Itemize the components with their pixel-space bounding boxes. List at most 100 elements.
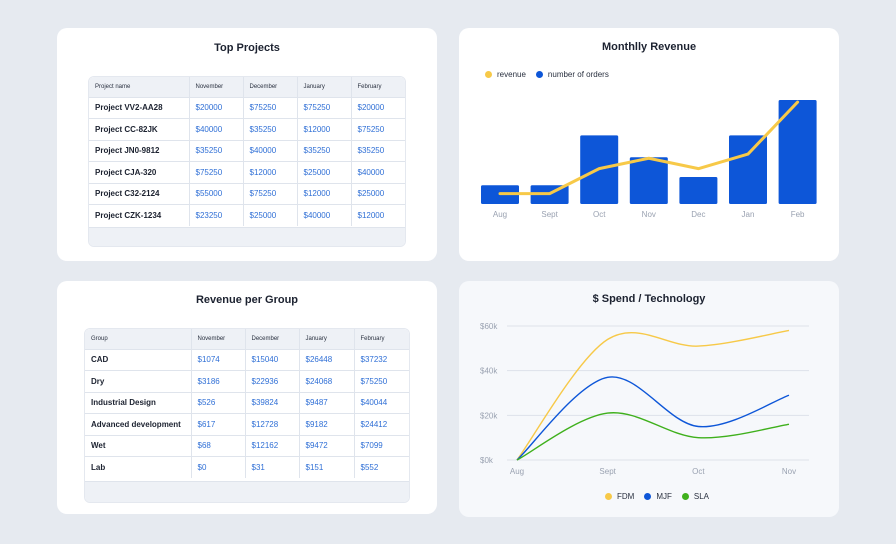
revenue-per-group-card: Revenue per Group Group November Decembe… — [57, 281, 437, 514]
legend-dot-icon — [535, 71, 543, 78]
value-cell: $25000 — [351, 182, 405, 205]
value-cell: $75250 — [354, 370, 409, 392]
value-cell: $75250 — [243, 182, 298, 205]
column-header: February — [351, 77, 405, 97]
value-cell: $25000 — [243, 204, 298, 226]
value-cell: $22936 — [245, 370, 300, 392]
value-cell: $75250 — [351, 118, 405, 140]
value-cell: $35250 — [351, 139, 405, 162]
table-row[interactable]: Project CC-82JK $40000 $35250 $12000 $75… — [89, 118, 405, 140]
value-cell: $23250 — [189, 204, 244, 226]
value-cell: $35250 — [189, 139, 244, 162]
legend-dot-icon — [605, 493, 612, 500]
value-cell: $12162 — [245, 434, 300, 457]
x-tick-label: Nov — [642, 210, 656, 219]
legend-dot-icon — [485, 71, 492, 78]
legend-item-fdm[interactable]: FDM — [605, 492, 634, 501]
table-row[interactable]: Industrial Design $526 $39824 $9487 $400… — [85, 391, 409, 414]
top-projects-table-wrap: Project name November December January F… — [88, 76, 406, 247]
table-footer — [89, 227, 405, 246]
value-cell: $552 — [354, 456, 409, 478]
legend-label: FDM — [617, 492, 635, 501]
bar-feb[interactable] — [778, 100, 817, 204]
group-name-cell: Dry — [85, 370, 192, 392]
value-cell: $20000 — [189, 96, 244, 119]
table-row[interactable]: Project CJA-320 $75250 $12000 $25000 $40… — [89, 161, 405, 183]
project-name-cell: Project C32-2124 — [89, 182, 190, 205]
value-cell: $75250 — [243, 96, 298, 119]
value-cell: $15040 — [245, 348, 300, 371]
bar-nov[interactable] — [629, 157, 668, 204]
value-cell: $24068 — [299, 370, 355, 392]
x-tick-label: Oct — [593, 210, 606, 219]
value-cell: $40000 — [243, 139, 298, 162]
table-row[interactable]: Advanced development $617 $12728 $9182 $… — [85, 413, 409, 435]
column-header: December — [245, 329, 300, 349]
project-name-cell: Project VV2-AA28 — [89, 96, 190, 119]
value-cell: $526 — [191, 391, 246, 414]
value-cell: $35250 — [297, 139, 352, 162]
value-cell: $75250 — [189, 161, 244, 183]
bar-jan[interactable] — [729, 135, 767, 204]
x-tick-label: Aug — [510, 467, 524, 476]
value-cell: $1074 — [191, 348, 246, 371]
x-tick-label: Dec — [691, 210, 705, 219]
revenue-group-table-wrap: Group November December January February… — [84, 328, 410, 503]
value-cell: $55000 — [189, 182, 244, 205]
project-name-cell: Project CJA-320 — [89, 161, 190, 183]
table-row[interactable]: Project C32-2124 $55000 $75250 $12000 $2… — [89, 182, 405, 205]
column-header: January — [299, 329, 355, 349]
series-line-fdm — [516, 329, 790, 461]
spend-technology-chart: $0k $20k $40k $60k Aug Sept Oct Nov — [480, 322, 809, 476]
table-row[interactable]: Project CZK-1234 $23250 $25000 $40000 $1… — [89, 204, 405, 226]
legend-item-mjf[interactable]: MJF — [644, 492, 672, 501]
value-cell: $68 — [191, 434, 246, 457]
spend-technology-title: $ Spend / Technology — [592, 293, 706, 305]
group-name-cell: CAD — [85, 348, 192, 371]
x-tick-label: Aug — [493, 210, 507, 219]
y-tick-label: $40k — [480, 367, 498, 376]
legend-item-sla[interactable]: SLA — [681, 492, 710, 501]
top-projects-table: Project name November December January F… — [89, 77, 405, 226]
column-header: January — [297, 77, 352, 97]
value-cell: $12000 — [297, 182, 352, 205]
spend-technology-card: $ Spend / Technology $0k $20k $40k $60k Aug S… — [459, 281, 839, 517]
column-header: November — [191, 329, 246, 349]
monthly-revenue-chart: Aug Sept Oct Nov Dec Jan Feb — [481, 100, 817, 219]
legend-label: SLA — [693, 492, 710, 501]
table-row[interactable]: Project VV2-AA28 $20000 $75250 $75250 $2… — [89, 96, 405, 119]
y-tick-label: $60k — [480, 322, 498, 331]
project-name-cell: Project CC-82JK — [89, 118, 190, 140]
monthly-revenue-legend: revenue number of orders — [485, 70, 619, 79]
value-cell: $12000 — [297, 118, 352, 140]
top-projects-title: Top Projects — [214, 42, 280, 54]
value-cell: $37232 — [354, 348, 409, 371]
column-header: November — [189, 77, 244, 97]
y-tick-label: $0k — [480, 456, 494, 465]
y-tick-label: $20k — [480, 411, 498, 420]
series-line-sla — [516, 412, 790, 461]
legend-item-orders[interactable]: number of orders — [535, 70, 609, 79]
table-header-row: Group November December January February — [85, 329, 409, 349]
x-tick-label: Jan — [742, 210, 755, 219]
project-name-cell: Project JN0-9812 — [89, 139, 190, 162]
bar-dec[interactable] — [679, 176, 718, 204]
value-cell: $7099 — [354, 434, 409, 457]
value-cell: $24412 — [354, 413, 409, 435]
column-header: February — [354, 329, 409, 349]
legend-label: revenue — [497, 70, 526, 79]
group-name-cell: Lab — [85, 456, 192, 478]
value-cell: $31 — [245, 456, 300, 478]
legend-item-revenue[interactable]: revenue — [485, 70, 526, 79]
column-header: December — [243, 77, 298, 97]
table-row[interactable]: Lab $0 $31 $151 $552 — [85, 456, 409, 478]
table-row[interactable]: Wet $68 $12162 $9472 $7099 — [85, 434, 409, 457]
legend-label: number of orders — [547, 70, 609, 79]
spend-technology-legend: FDM MJF SLA — [605, 492, 719, 501]
table-row[interactable]: Dry $3186 $22936 $24068 $75250 — [85, 370, 409, 392]
series-line-mjf — [516, 376, 790, 461]
table-row[interactable]: Project JN0-9812 $35250 $40000 $35250 $3… — [89, 139, 405, 162]
value-cell: $9487 — [299, 391, 355, 414]
value-cell: $12728 — [245, 413, 300, 435]
table-row[interactable]: CAD $1074 $15040 $26448 $37232 — [85, 348, 409, 371]
